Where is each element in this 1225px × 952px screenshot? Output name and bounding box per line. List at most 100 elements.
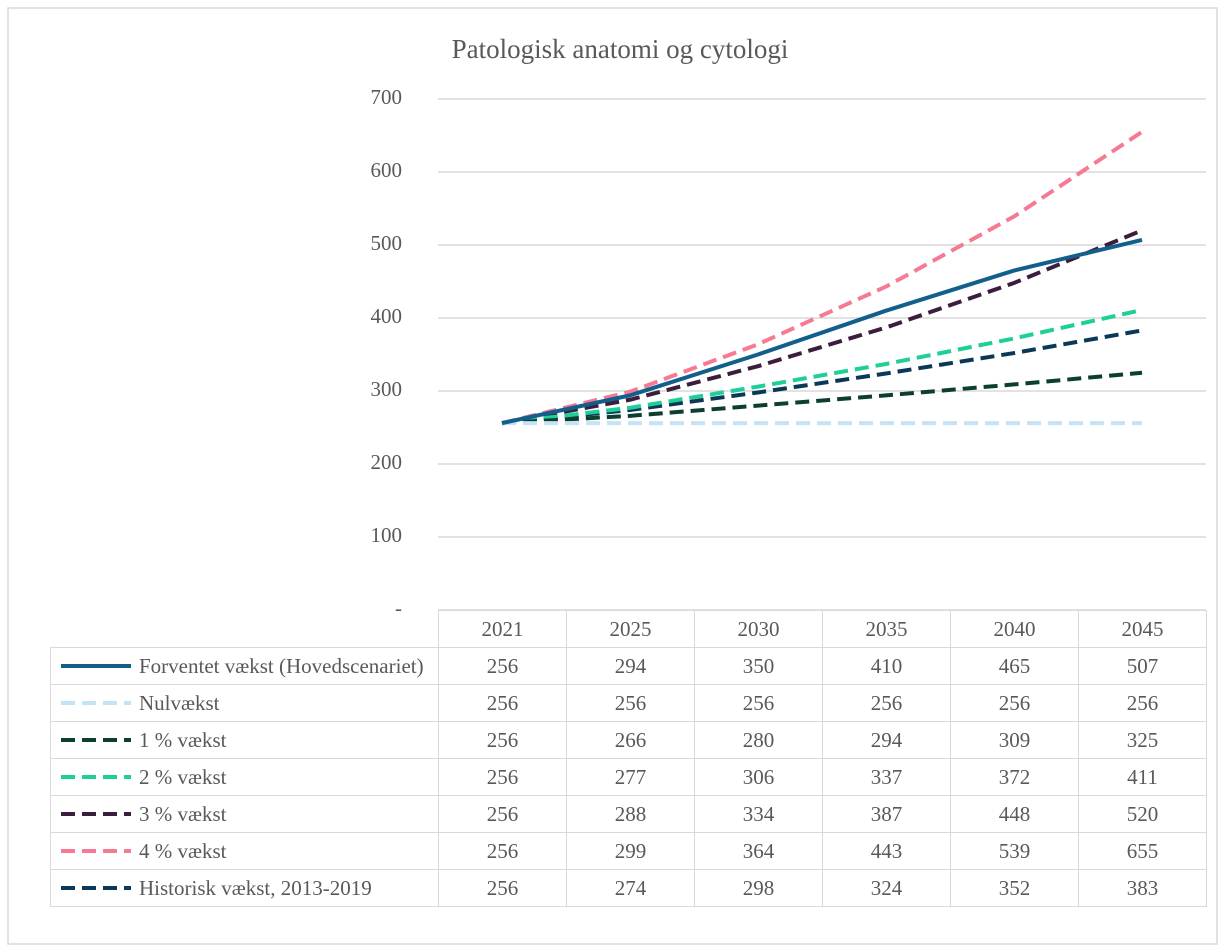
value-cell: 294 <box>566 647 695 685</box>
legend-key <box>61 738 131 742</box>
value-cell: 256 <box>438 832 567 870</box>
x-tick-label: 2021 <box>438 610 567 648</box>
legend-entry: 3 % vækst <box>59 802 436 826</box>
legend-key <box>61 664 131 668</box>
value-cell: 387 <box>822 795 951 833</box>
legend-entry: 4 % vækst <box>59 839 436 863</box>
legend-entry: 2 % vækst <box>59 765 436 789</box>
value-cell: 256 <box>566 684 695 722</box>
value-cell: 352 <box>950 869 1079 907</box>
value-cell: 334 <box>694 795 823 833</box>
table-row: 4 % vækst 256 299 364 443 539 655 <box>50 832 1207 870</box>
table-row: 3 % vækst 256 288 334 387 448 520 <box>50 795 1207 833</box>
table-row: 2 % vækst 256 277 306 337 372 411 <box>50 758 1207 796</box>
series-line <box>501 130 1144 426</box>
legend-entry: Historisk vækst, 2013-2019 <box>59 876 436 900</box>
x-tick-label: 2035 <box>822 610 951 648</box>
empty-cell <box>51 611 439 648</box>
value-cell: 410 <box>822 647 951 685</box>
legend-entry: 1 % vækst <box>59 728 436 752</box>
value-cell: 507 <box>1078 647 1207 685</box>
legend-key <box>61 849 131 853</box>
table-row: 1 % vækst 256 266 280 294 309 325 <box>50 721 1207 759</box>
value-cell: 256 <box>694 684 823 722</box>
y-tick-label: 500 <box>371 231 403 255</box>
value-cell: 256 <box>950 684 1079 722</box>
legend-label: 2 % vækst <box>139 765 227 789</box>
legend-cell: 1 % vækst <box>50 721 439 759</box>
value-cell: 465 <box>950 647 1079 685</box>
value-cell: 383 <box>1078 869 1207 907</box>
value-cell: 299 <box>566 832 695 870</box>
legend-entry: Nulvækst <box>59 691 436 715</box>
value-cell: 306 <box>694 758 823 796</box>
value-cell: 337 <box>822 758 951 796</box>
value-cell: 274 <box>566 869 695 907</box>
series-line <box>501 370 1143 426</box>
value-cell: 266 <box>566 721 695 759</box>
value-cell: 280 <box>694 721 823 759</box>
value-cell: 277 <box>566 758 695 796</box>
legend-key <box>61 886 131 890</box>
value-cell: 443 <box>822 832 951 870</box>
value-cell: 520 <box>1078 795 1207 833</box>
value-cell: 256 <box>438 647 567 685</box>
series-line <box>501 237 1143 426</box>
value-cell: 256 <box>1078 684 1207 722</box>
legend-cell: Forventet vækst (Hovedscenariet) <box>50 647 439 685</box>
table-row: Historisk vækst, 2013-2019 256 274 298 324 35… <box>50 869 1207 907</box>
legend-key <box>61 701 131 705</box>
header-row: 2021 2025 2030 2035 2040 2045 <box>51 610 1207 648</box>
value-cell: 411 <box>1078 758 1207 796</box>
y-tick-label: 300 <box>371 377 403 401</box>
legend-cell: 3 % vækst <box>50 795 439 833</box>
series-line <box>501 228 1143 426</box>
legend-label: Historisk vækst, 2013-2019 <box>139 876 372 900</box>
chart-border <box>7 7 1218 945</box>
value-cell: 298 <box>694 869 823 907</box>
value-cell: 256 <box>438 758 567 796</box>
value-cell: 324 <box>822 869 951 907</box>
y-tick-label: - <box>395 596 402 620</box>
x-tick-label: 2045 <box>1078 610 1207 648</box>
value-cell: 256 <box>438 684 567 722</box>
legend-label: Nulvækst <box>139 691 220 715</box>
value-cell: 539 <box>950 832 1079 870</box>
legend-label: 3 % vækst <box>139 802 227 826</box>
chart-title: Patologisk anatomi og cytologi <box>452 34 789 64</box>
legend-label: 1 % vækst <box>139 728 227 752</box>
y-tick-label: 200 <box>371 450 403 474</box>
legend-cell: 2 % vækst <box>50 758 439 796</box>
value-cell: 350 <box>694 647 823 685</box>
y-tick-label: 700 <box>371 85 403 109</box>
legend-label: 4 % vækst <box>139 839 227 863</box>
legend-entry: Forventet vækst (Hovedscenariet) <box>59 654 436 678</box>
data-table: 2021 2025 2030 2035 2040 2045 Forventet vækst … <box>50 610 1207 907</box>
legend-key <box>61 812 131 816</box>
legend-label: Forventet vækst (Hovedscenariet) <box>139 654 424 678</box>
y-tick-label: 400 <box>371 304 403 328</box>
y-tick-label: 600 <box>371 158 403 182</box>
x-tick-label: 2040 <box>950 610 1079 648</box>
value-cell: 309 <box>950 721 1079 759</box>
legend-key <box>61 775 131 779</box>
value-cell: 256 <box>438 795 567 833</box>
x-tick-label: 2030 <box>694 610 823 648</box>
value-cell: 256 <box>822 684 951 722</box>
value-cell: 288 <box>566 795 695 833</box>
value-cell: 372 <box>950 758 1079 796</box>
y-tick-label: 100 <box>371 523 403 547</box>
x-tick-label: 2025 <box>566 610 695 648</box>
value-cell: 655 <box>1078 832 1207 870</box>
value-cell: 364 <box>694 832 823 870</box>
table-row: Forventet vækst (Hovedscenariet) 256 294 35… <box>50 647 1207 685</box>
legend-cell: Historisk vækst, 2013-2019 <box>50 869 439 907</box>
table-row: Nulvækst 256 256 256 256 256 256 <box>50 684 1207 722</box>
value-cell: 256 <box>438 721 567 759</box>
value-cell: 448 <box>950 795 1079 833</box>
legend-cell: 4 % vækst <box>50 832 439 870</box>
legend-cell: Nulvækst <box>50 684 439 722</box>
value-cell: 325 <box>1078 721 1207 759</box>
value-cell: 256 <box>438 869 567 907</box>
